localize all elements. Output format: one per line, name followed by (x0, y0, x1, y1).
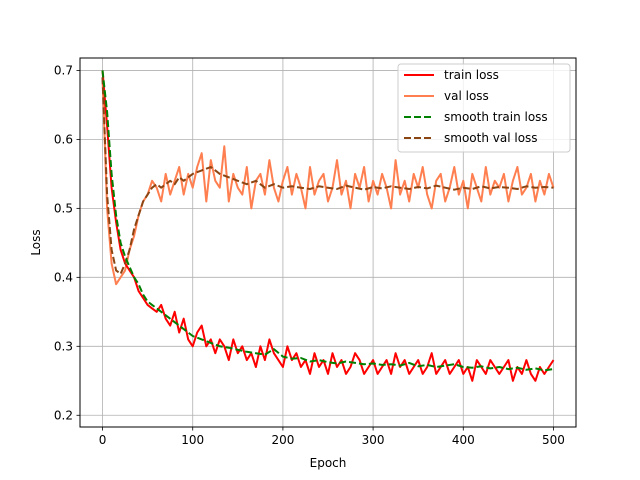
x-tick-label: 0 (99, 433, 107, 447)
y-tick-label: 0.6 (54, 132, 73, 146)
series-layer (101, 70, 555, 382)
axes-frame (79, 57, 577, 428)
x-tick-label: 200 (271, 433, 294, 447)
legend: train loss val loss smooth train loss smoot… (397, 63, 571, 153)
legend-label: train loss (444, 68, 499, 82)
x-tick-label: 500 (542, 433, 565, 447)
y-axis-ticks: 0.2 0.3 0.4 0.5 0.6 0.7 (54, 63, 80, 422)
y-tick-label: 0.5 (54, 201, 73, 215)
legend-label: val loss (444, 89, 489, 103)
y-tick-label: 0.2 (54, 408, 73, 422)
series-line-val-loss (101, 77, 555, 286)
x-tick-label: 300 (362, 433, 385, 447)
y-tick-label: 0.4 (54, 270, 73, 284)
x-tick-label: 400 (452, 433, 475, 447)
legend-items: train loss val loss smooth train loss smoot… (404, 68, 548, 145)
x-tick-label: 100 (181, 433, 204, 447)
legend-label: smooth train loss (444, 110, 548, 124)
series-line-smooth-train-loss (101, 70, 554, 372)
x-axis-ticks: 0 100 200 300 400 500 (99, 427, 565, 447)
legend-label: smooth val loss (444, 131, 538, 145)
legend-box (397, 63, 571, 153)
y-tick-label: 0.7 (54, 63, 73, 77)
y-tick-label: 0.3 (54, 339, 73, 353)
y-axis-label: Loss (29, 229, 43, 255)
series-line-smooth-val-loss (101, 77, 554, 275)
x-axis-label: Epoch (310, 456, 347, 470)
